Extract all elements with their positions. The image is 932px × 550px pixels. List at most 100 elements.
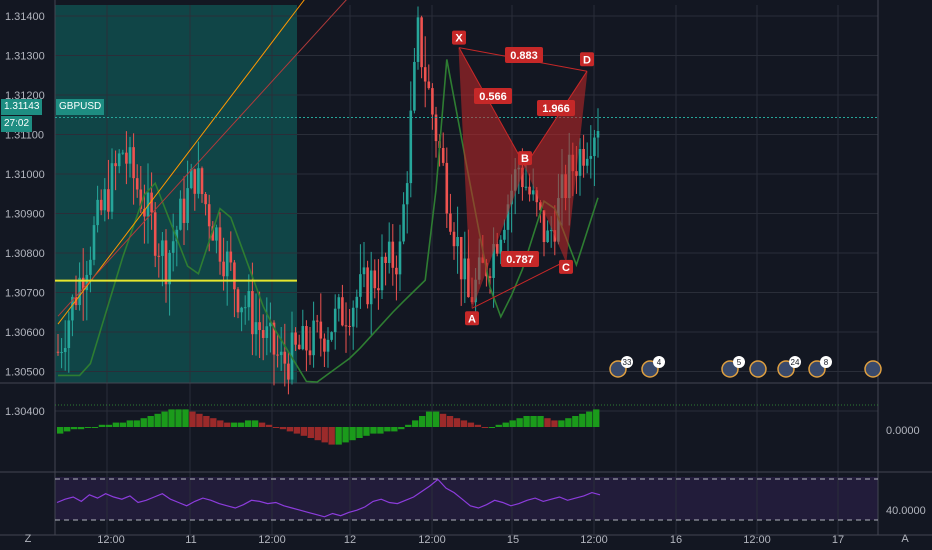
osc-bar bbox=[70, 427, 78, 430]
osc-bar bbox=[544, 418, 551, 427]
osc-bar bbox=[572, 416, 579, 427]
candle-body bbox=[445, 162, 449, 214]
pattern-point-marker bbox=[518, 151, 532, 166]
pattern-point-label: X bbox=[455, 33, 463, 45]
candle-body bbox=[236, 289, 240, 313]
event-count-label: 24 bbox=[791, 358, 800, 367]
auto-scale-button[interactable]: A bbox=[901, 533, 909, 545]
candle-body bbox=[189, 169, 193, 189]
ratio-badge bbox=[505, 47, 543, 63]
candle-body bbox=[283, 351, 287, 364]
candle-body bbox=[362, 267, 366, 275]
harmonic-pattern: X A B C D 0.883 0.566 1.966 0.787 bbox=[452, 30, 594, 326]
candle-body bbox=[467, 258, 470, 298]
candle-body bbox=[294, 332, 297, 345]
candle-body bbox=[229, 251, 233, 263]
candle-body bbox=[373, 270, 377, 289]
osc-bar bbox=[286, 427, 294, 432]
candle-body bbox=[186, 188, 189, 223]
osc-bar bbox=[453, 418, 461, 427]
osc-bar bbox=[91, 427, 99, 428]
candle-body bbox=[449, 213, 452, 232]
candle-body bbox=[319, 321, 323, 339]
time-tick-label: 12:00 bbox=[580, 534, 608, 546]
osc-bar bbox=[349, 427, 356, 441]
candle-body bbox=[290, 332, 294, 380]
event-count-label: 4 bbox=[657, 358, 662, 367]
osc-bar bbox=[502, 422, 509, 427]
ratio-badge bbox=[501, 251, 539, 267]
osc-bar bbox=[203, 416, 210, 427]
event-count-badge bbox=[820, 356, 832, 368]
osc-bar bbox=[412, 420, 419, 427]
osc-bar bbox=[154, 413, 161, 427]
candle-body bbox=[503, 229, 506, 240]
candle-body bbox=[200, 168, 204, 195]
candle-body bbox=[197, 168, 200, 194]
osc-bar bbox=[105, 424, 113, 427]
candle-body bbox=[528, 186, 531, 195]
candle-body bbox=[215, 227, 218, 241]
osc-bar bbox=[460, 420, 468, 427]
candle-body bbox=[117, 153, 121, 167]
candle-body bbox=[549, 230, 553, 232]
osc-bar bbox=[126, 420, 133, 427]
candle-body bbox=[351, 307, 355, 327]
ma-orange bbox=[57, 0, 305, 325]
candle-body bbox=[161, 240, 164, 256]
osc-bar bbox=[168, 409, 175, 427]
candle-body bbox=[247, 291, 251, 308]
candle-body bbox=[369, 270, 373, 305]
osc-bar bbox=[419, 416, 426, 427]
price-tick-label: 1.30400 bbox=[5, 406, 45, 418]
candle-body bbox=[276, 354, 279, 356]
candle-body bbox=[240, 307, 243, 313]
candle-body bbox=[103, 189, 107, 211]
osc-bar bbox=[258, 422, 266, 427]
price-tick-label: 1.31100 bbox=[5, 130, 44, 142]
osc-bar bbox=[579, 413, 586, 427]
candle-body bbox=[279, 351, 283, 356]
rsi-band bbox=[55, 477, 878, 520]
candle-body bbox=[135, 178, 139, 190]
ratio-label: 0.787 bbox=[506, 254, 534, 266]
candle-body bbox=[359, 274, 362, 297]
time-tick-label: 12:00 bbox=[258, 534, 286, 546]
pattern-point-marker bbox=[465, 311, 479, 326]
osc-bar bbox=[63, 427, 71, 432]
osc-bar bbox=[238, 422, 245, 427]
osc-bar bbox=[265, 424, 273, 427]
pattern-point-label: B bbox=[521, 153, 529, 165]
candle-body bbox=[110, 163, 114, 212]
candle-body bbox=[175, 229, 179, 242]
candle-body bbox=[92, 225, 96, 260]
price-tick-label: 1.30900 bbox=[5, 209, 45, 221]
price-tick-label: 1.31400 bbox=[5, 11, 45, 23]
osc-bar bbox=[300, 427, 308, 436]
candle-body bbox=[225, 251, 229, 277]
osc-bar bbox=[175, 409, 182, 427]
osc-bar bbox=[224, 422, 231, 427]
candle-body bbox=[63, 348, 67, 353]
bottom-left-button[interactable]: Z bbox=[25, 533, 32, 545]
osc-bar bbox=[251, 420, 259, 427]
pattern-point-marker bbox=[559, 259, 573, 274]
candle-body bbox=[427, 81, 431, 89]
candle-body bbox=[272, 322, 276, 355]
event-count-badge bbox=[621, 356, 633, 368]
candle-body bbox=[499, 239, 503, 254]
osc-bar bbox=[432, 411, 440, 427]
event-flag-icon bbox=[749, 360, 767, 378]
candle-body bbox=[391, 241, 395, 268]
osc-bar bbox=[439, 413, 447, 427]
osc-bar bbox=[293, 427, 301, 434]
osc-bar bbox=[140, 418, 147, 427]
candle-body bbox=[452, 231, 456, 247]
time-tick-label: 11 bbox=[185, 534, 196, 546]
osc-bar bbox=[391, 427, 398, 432]
candle-body bbox=[495, 244, 499, 254]
pattern-point-label: D bbox=[583, 54, 591, 66]
event-count-badge bbox=[789, 356, 801, 368]
osc-bar bbox=[279, 427, 287, 430]
